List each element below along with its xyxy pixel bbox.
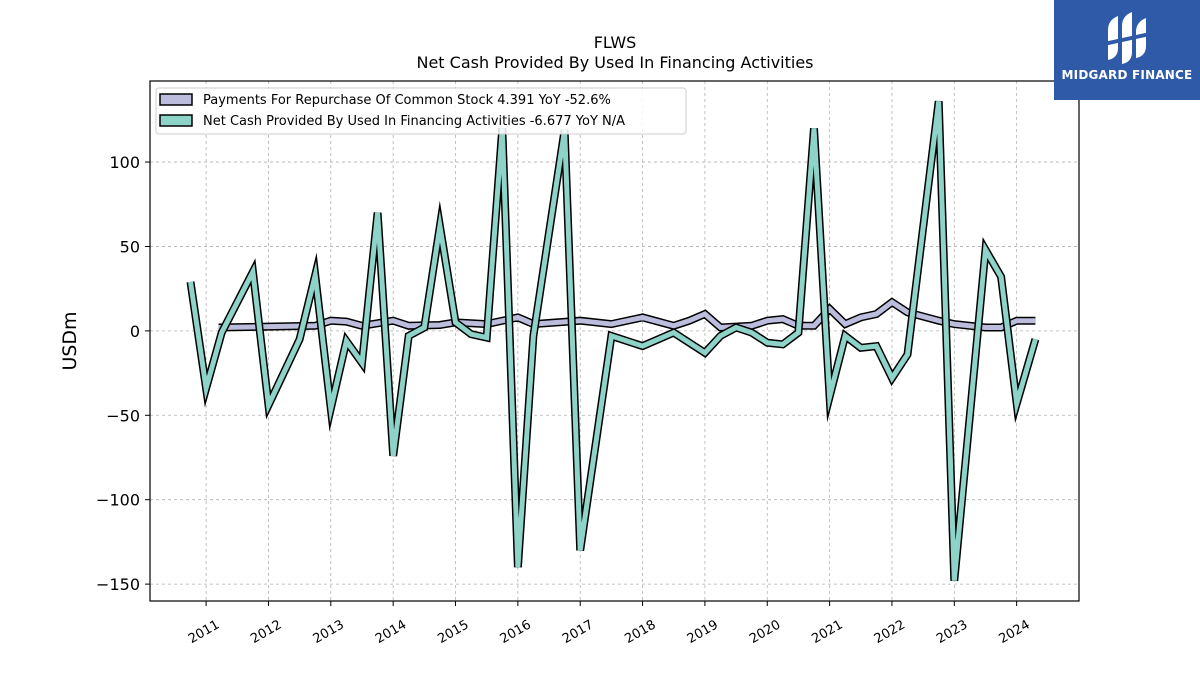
- y-tick-label: −100: [96, 491, 140, 510]
- legend-swatch-financing: [159, 114, 193, 127]
- x-tick-label: 2016: [498, 617, 534, 647]
- plot-frame: [149, 80, 1080, 602]
- midgard-finance-logo: MIDGARD FINANCE: [1054, 0, 1200, 100]
- x-tick-label: 2023: [934, 617, 970, 647]
- x-tick-label: 2021: [809, 617, 845, 647]
- x-tick-label: 2012: [248, 617, 284, 647]
- x-axis: 2011 2012 2013 2014 2015 2016 2017 2018 2019 2020…: [186, 601, 1033, 647]
- midgard-logo-icon: [1104, 12, 1150, 64]
- legend: Payments For Repurchase Of Common Stock …: [155, 87, 687, 135]
- x-tick-label: 2018: [622, 617, 658, 647]
- x-tick-label: 2024: [996, 617, 1032, 647]
- chart-subtitle: Net Cash Provided By Used In Financing A…: [416, 53, 813, 72]
- x-tick-label: 2019: [685, 617, 721, 647]
- legend-label-financing: Net Cash Provided By Used In Financing A…: [203, 114, 625, 129]
- legend-box: [155, 87, 687, 135]
- x-tick-label: 2011: [186, 617, 222, 647]
- x-tick-label: 2017: [560, 617, 596, 647]
- y-tick-label: 100: [109, 153, 140, 172]
- x-tick-label: 2022: [872, 617, 908, 647]
- x-tick-label: 2015: [435, 617, 471, 647]
- y-axis-label: USDm: [59, 311, 81, 370]
- logo-text: MIDGARD FINANCE: [1061, 68, 1193, 82]
- chart-title: FLWS: [594, 33, 637, 52]
- x-tick-label: 2020: [747, 617, 783, 647]
- series-line-repurchase: [218, 299, 1036, 331]
- x-tick-label: 2014: [373, 617, 409, 647]
- y-tick-label: 0: [130, 322, 140, 341]
- x-tick-label: 2013: [311, 617, 347, 647]
- y-tick-label: −50: [106, 406, 140, 425]
- y-tick-label: −150: [96, 575, 140, 594]
- legend-swatch-repurchase: [159, 93, 193, 106]
- legend-label-repurchase: Payments For Repurchase Of Common Stock …: [203, 93, 611, 108]
- y-tick-label: 50: [120, 237, 140, 256]
- series-line-financing: [188, 100, 1038, 581]
- y-axis: −150 −100 −50 0 50 100: [96, 153, 150, 594]
- series-layer: [186, 100, 1040, 582]
